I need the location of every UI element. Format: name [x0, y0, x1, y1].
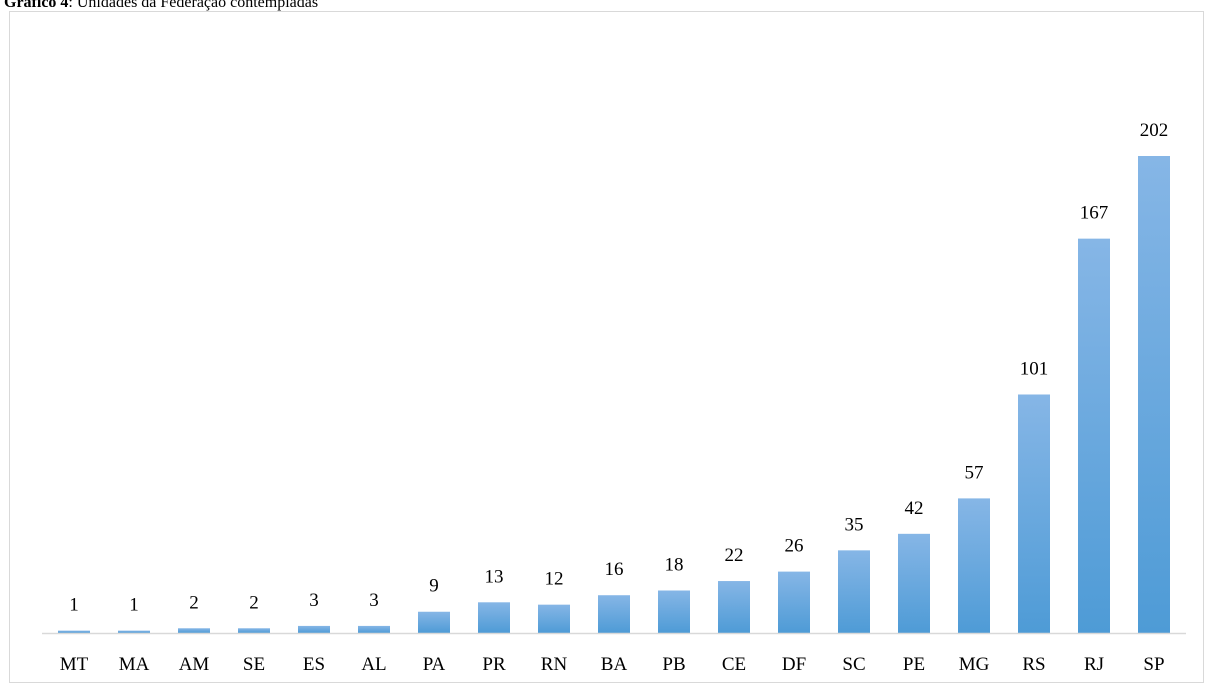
bar-ma [118, 630, 150, 633]
bar-mg [958, 498, 990, 633]
bar-rs [1018, 394, 1050, 633]
bar-rn [538, 604, 570, 633]
value-label-rn: 12 [545, 569, 564, 590]
category-tick-se: SE [243, 654, 265, 675]
value-label-sc: 35 [845, 514, 864, 535]
bar-pr [478, 602, 510, 633]
category-tick-mg: MG [959, 654, 990, 675]
category-tick-rj: RJ [1084, 654, 1104, 675]
bar-es [298, 625, 330, 633]
value-label-se: 2 [249, 592, 259, 613]
bar-rj [1078, 238, 1110, 634]
category-tick-al: AL [361, 654, 386, 675]
bar-df [778, 571, 810, 633]
category-tick-am: AM [179, 654, 210, 675]
bar-pb [658, 590, 690, 633]
category-tick-ba: BA [601, 654, 628, 675]
value-label-df: 26 [785, 536, 804, 557]
category-tick-pb: PB [662, 654, 685, 675]
category-tick-sp: SP [1143, 654, 1164, 675]
chart-caption: Gráfico 4: Unidades da Federação contemp… [4, 0, 318, 13]
bars-layer [58, 156, 1170, 634]
value-label-am: 2 [189, 592, 199, 613]
bar-pe [898, 533, 930, 633]
value-label-sp: 202 [1140, 120, 1169, 141]
category-tick-pr: PR [482, 654, 506, 675]
category-tick-ce: CE [722, 654, 746, 675]
category-ticks-layer: MT MA AM SE ES AL PA PR RN BA PB CE DF SC PE MG RS RJ SP [60, 654, 1165, 675]
category-tick-mt: MT [60, 654, 89, 675]
bar-mt [58, 630, 90, 633]
value-label-ma: 1 [129, 595, 139, 616]
value-label-pr: 13 [485, 566, 504, 587]
value-label-mt: 1 [69, 595, 79, 616]
category-tick-df: DF [782, 654, 806, 675]
bar-pa [418, 611, 450, 633]
value-label-ba: 16 [605, 559, 624, 580]
bar-ce [718, 581, 750, 633]
bar-se [238, 628, 270, 633]
category-tick-rs: RS [1022, 654, 1045, 675]
value-label-rj: 167 [1080, 203, 1109, 224]
category-tick-rn: RN [541, 654, 568, 675]
bar-ba [598, 595, 630, 633]
bar-sc [838, 550, 870, 633]
value-label-pe: 42 [905, 498, 924, 519]
bar-sp [1138, 156, 1170, 633]
bar-am [178, 628, 210, 633]
category-tick-ma: MA [119, 654, 150, 675]
chart-frame [9, 11, 1204, 683]
category-tick-es: ES [303, 654, 325, 675]
value-label-es: 3 [309, 590, 319, 611]
bar-al [358, 625, 390, 633]
value-label-rs: 101 [1020, 359, 1049, 380]
value-label-pb: 18 [665, 554, 684, 575]
caption-text: : Unidades da Federação contempladas [68, 0, 319, 11]
value-label-pa: 9 [429, 576, 439, 597]
category-tick-pa: PA [423, 654, 446, 675]
value-label-al: 3 [369, 590, 379, 611]
category-tick-sc: SC [842, 654, 865, 675]
caption-label: Gráfico 4 [4, 0, 69, 11]
category-tick-pe: PE [903, 654, 925, 675]
value-label-ce: 22 [725, 545, 744, 566]
value-label-mg: 57 [965, 462, 984, 483]
